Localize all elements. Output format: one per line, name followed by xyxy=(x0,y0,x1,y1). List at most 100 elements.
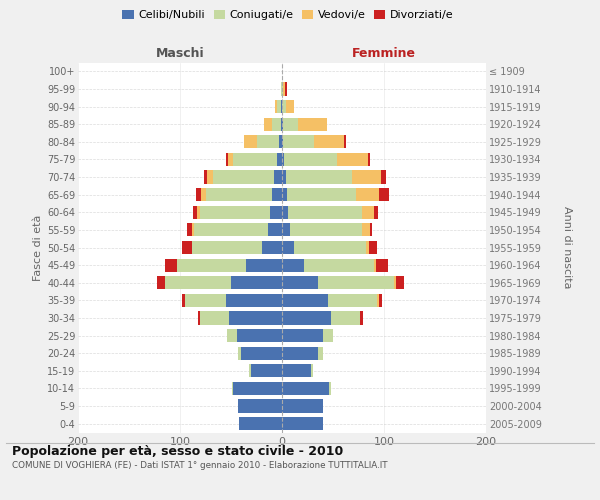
Bar xyxy=(377,294,379,307)
Bar xyxy=(283,118,298,131)
Legend: Celibi/Nubili, Coniugati/e, Vedovi/e, Divorziati/e: Celibi/Nubili, Coniugati/e, Vedovi/e, Di… xyxy=(118,6,458,25)
Bar xyxy=(197,206,200,219)
Bar xyxy=(286,100,294,113)
Bar xyxy=(370,224,372,236)
Bar xyxy=(283,82,285,96)
Bar xyxy=(206,170,212,183)
Bar xyxy=(328,294,377,307)
Bar xyxy=(376,258,388,272)
Bar xyxy=(196,188,202,201)
Bar xyxy=(165,276,231,289)
Bar xyxy=(285,82,287,96)
Bar xyxy=(177,258,247,272)
Bar xyxy=(238,346,241,360)
Bar xyxy=(282,382,329,395)
Bar xyxy=(284,153,337,166)
Bar xyxy=(282,153,284,166)
Bar xyxy=(238,400,282,412)
Bar xyxy=(272,118,281,131)
Bar xyxy=(244,135,257,148)
Bar xyxy=(282,100,286,113)
Bar xyxy=(394,276,396,289)
Bar xyxy=(229,312,282,324)
Bar xyxy=(379,188,389,201)
Bar xyxy=(200,206,270,219)
Bar xyxy=(281,82,282,96)
Bar xyxy=(232,382,233,395)
Bar xyxy=(227,329,237,342)
Bar xyxy=(251,364,282,378)
Bar xyxy=(268,224,282,236)
Bar xyxy=(233,382,282,395)
Bar xyxy=(374,258,376,272)
Bar xyxy=(275,100,277,113)
Text: Femmine: Femmine xyxy=(352,47,416,60)
Bar xyxy=(331,312,359,324)
Bar xyxy=(281,118,282,131)
Bar xyxy=(287,188,356,201)
Bar xyxy=(362,224,370,236)
Bar xyxy=(379,294,382,307)
Text: COMUNE DI VOGHIERA (FE) - Dati ISTAT 1° gennaio 2010 - Elaborazione TUTTITALIA.I: COMUNE DI VOGHIERA (FE) - Dati ISTAT 1° … xyxy=(12,462,388,470)
Bar xyxy=(282,329,323,342)
Bar xyxy=(282,241,294,254)
Bar xyxy=(318,346,323,360)
Bar xyxy=(205,170,206,183)
Bar xyxy=(250,364,251,378)
Bar xyxy=(282,118,283,131)
Bar xyxy=(282,135,283,148)
Text: Anni di nascita: Anni di nascita xyxy=(562,206,572,289)
Bar xyxy=(237,329,282,342)
Bar xyxy=(270,206,282,219)
Bar xyxy=(282,82,283,96)
Bar xyxy=(294,241,365,254)
Bar xyxy=(352,170,381,183)
Bar xyxy=(282,364,311,378)
Bar xyxy=(365,241,369,254)
Bar xyxy=(185,294,226,307)
Bar xyxy=(304,258,374,272)
Text: Popolazione per età, sesso e stato civile - 2010: Popolazione per età, sesso e stato civil… xyxy=(12,445,343,458)
Bar xyxy=(164,258,177,272)
Bar xyxy=(241,346,282,360)
Bar xyxy=(337,153,368,166)
Bar xyxy=(282,276,318,289)
Bar xyxy=(200,312,229,324)
Bar xyxy=(193,206,197,219)
Bar xyxy=(212,170,274,183)
Bar xyxy=(192,224,194,236)
Bar xyxy=(374,206,378,219)
Bar xyxy=(282,258,304,272)
Bar xyxy=(368,153,370,166)
Bar xyxy=(286,170,352,183)
Bar xyxy=(282,417,323,430)
Bar xyxy=(359,312,362,324)
Bar xyxy=(318,276,394,289)
Bar xyxy=(263,118,272,131)
Bar xyxy=(288,206,362,219)
Bar xyxy=(282,294,328,307)
Bar xyxy=(247,258,282,272)
Bar xyxy=(282,224,290,236)
Bar xyxy=(277,153,282,166)
Bar xyxy=(202,188,206,201)
Y-axis label: Fasce di età: Fasce di età xyxy=(32,214,43,280)
Bar xyxy=(356,188,379,201)
Bar xyxy=(228,153,233,166)
Bar xyxy=(199,312,200,324)
Bar xyxy=(344,135,346,148)
Bar xyxy=(283,135,314,148)
Bar xyxy=(329,382,331,395)
Bar xyxy=(282,188,287,201)
Bar xyxy=(282,206,288,219)
Bar xyxy=(257,135,279,148)
Bar xyxy=(323,329,333,342)
Bar xyxy=(272,188,282,201)
Bar xyxy=(369,241,377,254)
Bar xyxy=(279,135,282,148)
Bar xyxy=(182,294,185,307)
Bar xyxy=(290,224,362,236)
Bar xyxy=(231,276,282,289)
Bar xyxy=(282,346,318,360)
Bar xyxy=(311,364,313,378)
